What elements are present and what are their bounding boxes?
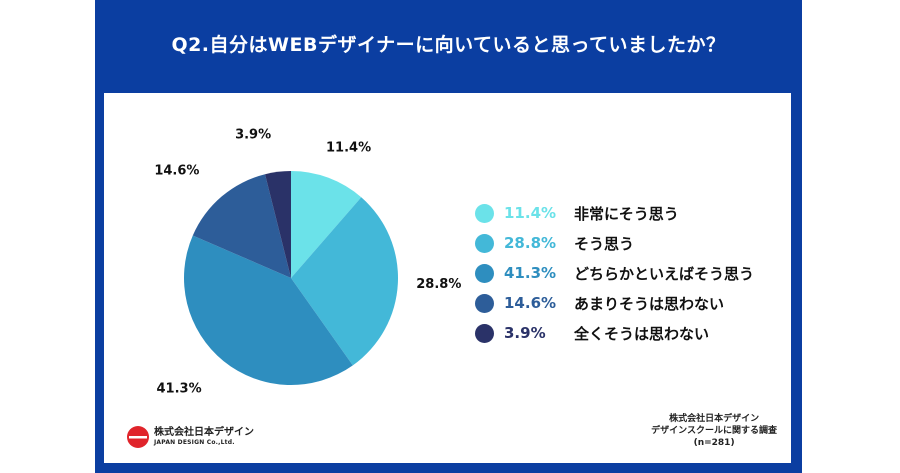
source-line-3: (n=281) xyxy=(693,438,735,449)
logo-mark-icon xyxy=(127,426,149,448)
legend-item: 14.6% あまりそうは思わない xyxy=(475,288,785,318)
legend-swatch xyxy=(475,323,494,343)
pie-chart: 11.4% 28.8% 41.3% 14.6% 3.9% xyxy=(154,127,461,396)
legend-percent: 28.8% xyxy=(504,234,557,252)
pie-slice xyxy=(291,171,362,278)
legend: 11.4% 非常にそう思う 28.8% そう思う 41.3% どちらかといえばそう思う 14… xyxy=(475,198,785,348)
legend-percent: 3.9% xyxy=(504,324,546,342)
legend-swatch xyxy=(475,233,494,253)
pie-data-label: 14.6% xyxy=(154,163,199,178)
legend-label: どちらかといえばそう思う xyxy=(574,264,755,283)
legend-swatch xyxy=(475,263,494,283)
company-logo: 株式会社日本デザイン JAPAN DESIGN Co.,Ltd. xyxy=(126,425,254,449)
pie-data-label: 41.3% xyxy=(157,381,202,396)
legend-label: あまりそうは思わない xyxy=(574,294,725,313)
legend-label: そう思う xyxy=(574,234,635,253)
pie-slice xyxy=(192,174,291,278)
legend-percent: 41.3% xyxy=(504,264,557,282)
legend-label: 全くそうは思わない xyxy=(574,324,710,343)
chart-frame: Q2.自分はWEBデザイナーに向いていると思っていましたか？ 11.4% 28.8… xyxy=(95,0,802,473)
pie-data-label: 3.9% xyxy=(235,127,271,142)
legend-item: 41.3% どちらかといえばそう思う xyxy=(475,258,785,288)
legend-swatch xyxy=(475,203,494,223)
legend-swatch xyxy=(475,293,494,313)
legend-percent: 14.6% xyxy=(504,294,557,312)
chart-panel: 11.4% 28.8% 41.3% 14.6% 3.9% 11.4% 非常にそう思う 28.… xyxy=(104,93,791,463)
legend-item: 3.9% 全くそうは思わない xyxy=(475,318,785,348)
source-note: 株式会社日本デザイン デザインスクールに関する調査 (n=281) xyxy=(651,413,777,449)
legend-label: 非常にそう思う xyxy=(574,204,679,223)
logo-english-name: JAPAN DESIGN Co.,Ltd. xyxy=(154,439,235,446)
pie-slice xyxy=(265,171,291,278)
legend-percent: 11.4% xyxy=(504,204,557,222)
legend-item: 28.8% そう思う xyxy=(475,228,785,258)
logo-company-name: 株式会社日本デザイン xyxy=(154,427,254,438)
pie-data-label: 28.8% xyxy=(416,277,461,292)
legend-item: 11.4% 非常にそう思う xyxy=(475,198,785,228)
source-line-1: 株式会社日本デザイン xyxy=(669,414,760,424)
pie-slice xyxy=(291,197,398,366)
pie-data-label: 11.4% xyxy=(326,141,371,156)
pie-slice xyxy=(183,235,353,386)
chart-title: Q2.自分はWEBデザイナーに向いていると思っていましたか？ xyxy=(171,34,726,56)
source-line-2: デザインスクールに関する調査 xyxy=(651,426,777,437)
